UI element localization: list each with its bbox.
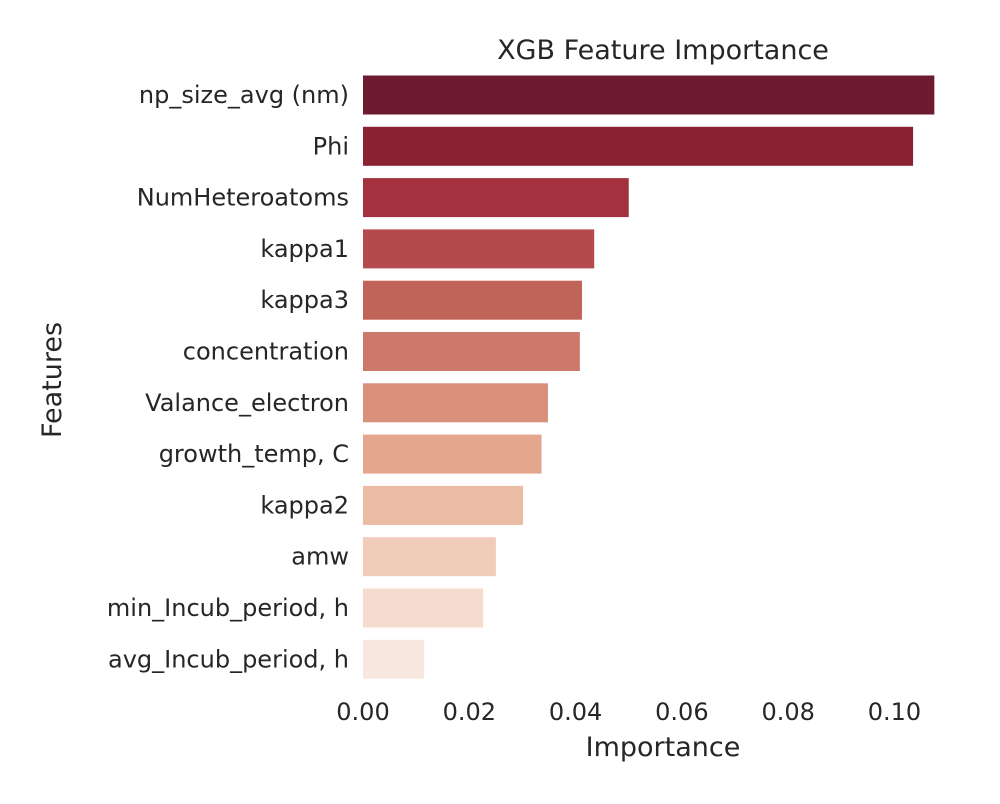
x-tick-label-2: 0.04 xyxy=(549,698,602,726)
category-label-7: growth_temp, C xyxy=(159,440,349,468)
x-tick-label-3: 0.06 xyxy=(655,698,708,726)
category-label-1: Phi xyxy=(313,132,349,160)
x-tick-label-0: 0.00 xyxy=(336,698,389,726)
category-label-10: min_Incub_period, h xyxy=(107,594,349,622)
category-label-11: avg_Incub_period, h xyxy=(108,645,349,673)
category-label-2: NumHeteroatoms xyxy=(137,184,349,212)
x-tick-labels: 0.00 0.02 0.04 0.06 0.08 0.10 xyxy=(336,698,921,726)
category-label-0: np_size_avg (nm) xyxy=(139,81,349,109)
category-label-3: kappa1 xyxy=(260,235,349,263)
y-axis-title: Features xyxy=(37,322,68,438)
bar-1 xyxy=(363,126,914,166)
category-label-6: Valance_electron xyxy=(145,389,349,417)
chart-title: XGB Feature Importance xyxy=(497,35,829,66)
x-axis-title: Importance xyxy=(586,732,741,763)
category-label-5: concentration xyxy=(183,338,349,366)
bar-2 xyxy=(363,178,629,218)
bar-6 xyxy=(363,383,548,423)
bar-4 xyxy=(363,280,582,320)
bar-7 xyxy=(363,434,542,474)
category-labels: np_size_avg (nm) Phi NumHeteroatoms kappa1 k… xyxy=(107,81,349,673)
category-label-9: amw xyxy=(291,543,349,571)
x-tick-label-4: 0.08 xyxy=(761,698,814,726)
bars-group xyxy=(363,75,935,679)
bar-11 xyxy=(363,639,425,679)
category-label-8: kappa2 xyxy=(260,491,349,519)
bar-8 xyxy=(363,485,523,525)
category-label-4: kappa3 xyxy=(260,286,349,314)
x-tick-label-1: 0.02 xyxy=(443,698,496,726)
bar-10 xyxy=(363,588,484,628)
bar-3 xyxy=(363,229,595,269)
bar-9 xyxy=(363,537,496,577)
bar-0 xyxy=(363,75,935,115)
x-tick-label-5: 0.10 xyxy=(868,698,921,726)
bar-5 xyxy=(363,332,580,371)
